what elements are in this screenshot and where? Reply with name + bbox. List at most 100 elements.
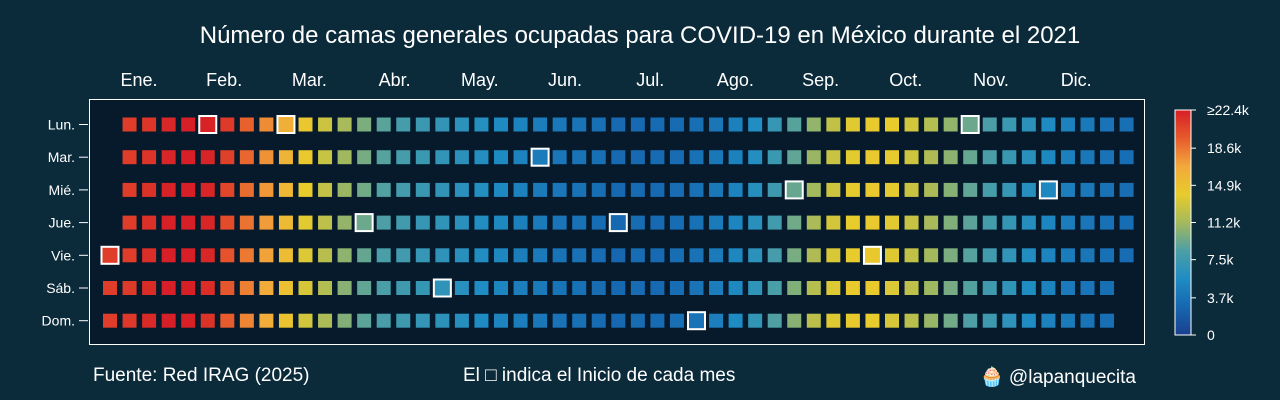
day-cell xyxy=(357,248,372,263)
day-cell xyxy=(122,281,137,295)
day-cell xyxy=(142,182,157,197)
colorbar-tick-label: 3.7k xyxy=(1207,290,1234,306)
day-cell xyxy=(728,182,743,197)
day-cell xyxy=(200,313,215,328)
day-cell xyxy=(494,215,508,230)
day-cell xyxy=(318,215,333,230)
day-cell xyxy=(845,150,860,165)
day-cell xyxy=(278,313,293,328)
day-cell xyxy=(239,248,254,263)
day-cell xyxy=(943,313,958,328)
day-cell xyxy=(963,150,978,165)
day-cell xyxy=(845,281,860,295)
day-cell xyxy=(1100,281,1115,295)
day-cell xyxy=(1100,150,1115,165)
day-cell xyxy=(767,215,782,230)
legend-note: El □ indica el Inicio de cada mes xyxy=(463,365,736,386)
day-cell xyxy=(982,313,997,328)
day-cell xyxy=(669,248,684,263)
day-cell xyxy=(298,117,313,132)
day-cell xyxy=(865,313,880,328)
day-cell xyxy=(376,313,391,328)
day-cell xyxy=(826,150,841,165)
month-label: Ago. xyxy=(717,70,754,90)
month-start-cell xyxy=(100,245,120,265)
day-cell xyxy=(1021,313,1036,328)
day-cell xyxy=(787,117,802,132)
day-cell xyxy=(963,248,978,263)
day-cell xyxy=(181,117,196,132)
month-label: Dic. xyxy=(1061,70,1092,90)
day-cell xyxy=(454,281,469,295)
day-cell xyxy=(630,313,645,328)
day-cell xyxy=(1080,281,1095,295)
day-cell xyxy=(1060,215,1075,230)
day-cell xyxy=(1060,182,1075,197)
day-cell xyxy=(572,281,587,295)
day-cell xyxy=(1080,215,1095,230)
day-cell xyxy=(357,313,372,328)
day-cell xyxy=(1119,215,1134,230)
day-cell xyxy=(220,215,235,230)
day-cell xyxy=(630,281,645,295)
day-cell xyxy=(200,182,215,197)
day-cell xyxy=(259,281,274,295)
day-cell xyxy=(396,182,411,197)
day-cell xyxy=(787,150,802,165)
day-cell xyxy=(728,215,743,230)
day-cell xyxy=(885,248,899,263)
day-cell xyxy=(669,313,684,328)
day-cell xyxy=(103,313,117,328)
day-cell xyxy=(259,313,274,328)
day-cell xyxy=(533,182,548,197)
day-cell xyxy=(278,281,293,295)
day-cell xyxy=(943,150,958,165)
colorbar-tick-label: ≥22.4k xyxy=(1207,102,1250,118)
day-cell xyxy=(298,248,313,263)
day-cell xyxy=(142,150,157,165)
day-cell xyxy=(787,215,802,230)
day-cell xyxy=(865,215,880,230)
day-cell xyxy=(1060,150,1075,165)
day-cell xyxy=(513,215,528,230)
day-cell xyxy=(474,313,489,328)
day-cell xyxy=(1119,182,1134,197)
day-cell xyxy=(1041,313,1056,328)
day-cell xyxy=(376,281,391,295)
day-cell xyxy=(1002,281,1017,295)
heatmap-cells xyxy=(100,115,1134,331)
day-cell xyxy=(318,182,333,197)
day-cell xyxy=(259,150,274,165)
day-cell xyxy=(806,182,821,197)
day-cell xyxy=(415,313,430,328)
day-cell xyxy=(982,215,997,230)
day-cell xyxy=(435,215,450,230)
day-cell xyxy=(376,117,391,132)
day-cell xyxy=(728,313,743,328)
day-cell xyxy=(533,313,548,328)
day-cell xyxy=(1100,182,1115,197)
day-cell xyxy=(181,281,196,295)
day-cell xyxy=(474,117,489,132)
day-cell xyxy=(943,117,958,132)
day-cell xyxy=(552,215,567,230)
day-cell xyxy=(826,281,841,295)
day-cell xyxy=(728,248,743,263)
day-cell xyxy=(161,150,176,165)
day-cell xyxy=(474,150,489,165)
day-cell xyxy=(318,150,333,165)
day-cell xyxy=(220,182,235,197)
day-cell xyxy=(669,281,684,295)
day-cell xyxy=(669,150,684,165)
day-cell xyxy=(728,150,743,165)
day-cell xyxy=(435,117,450,132)
day-cell xyxy=(376,182,391,197)
day-cell xyxy=(845,313,860,328)
day-cell xyxy=(454,150,469,165)
day-cell xyxy=(904,248,919,263)
day-cell xyxy=(278,150,293,165)
day-cell xyxy=(904,281,919,295)
day-cell xyxy=(1060,313,1075,328)
month-labels: Ene. Feb. Mar. Abr. May. Jun. Jul. Ago. Sep. Oct.… xyxy=(120,70,1091,90)
weekday-label: Dom. xyxy=(42,313,75,329)
